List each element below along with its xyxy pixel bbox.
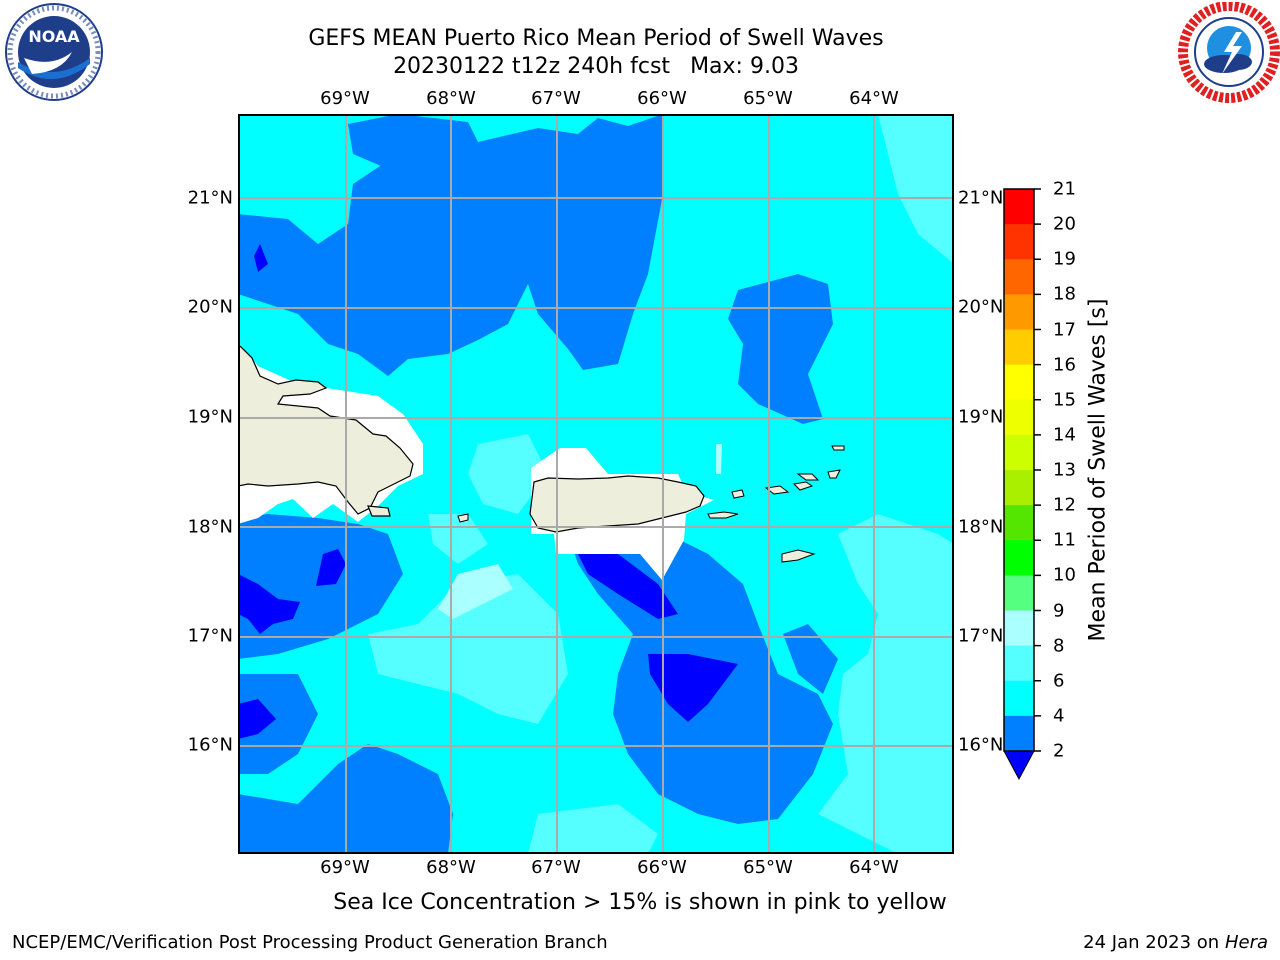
- date-text: 24 Jan 2023 on: [1083, 932, 1220, 953]
- max-value-label: Max: 9.03: [690, 54, 799, 79]
- colorbar-swatch: [1004, 224, 1034, 260]
- colorbar-tick-label: 2: [1053, 740, 1065, 762]
- colorbar-tick-label: 19: [1053, 248, 1076, 270]
- swell-period-field: [240, 116, 952, 852]
- lon-label-top: 69°W: [320, 88, 370, 109]
- lat-label-left: 18°N: [187, 516, 233, 538]
- lon-label-top: 67°W: [531, 88, 581, 109]
- lat-label-left: 21°N: [187, 187, 233, 209]
- colorbar-tick-label: 14: [1053, 424, 1076, 446]
- colorbar-swatch: [1004, 540, 1034, 576]
- lon-label-bottom: 67°W: [531, 857, 581, 878]
- sea-ice-note: Sea Ice Concentration > 15% is shown in …: [333, 890, 947, 915]
- nws-logo: [1178, 1, 1280, 108]
- st-thomas-coastline: [764, 485, 790, 495]
- colorbar-swatch: [1004, 399, 1034, 436]
- map-panel: [238, 114, 954, 854]
- date-stamp: 24 Jan 2023 on Hera: [1083, 932, 1268, 953]
- vieques-coastline: [707, 511, 739, 519]
- anegada-coastline: [831, 445, 845, 451]
- colorbar-tick-label: 20: [1053, 213, 1076, 235]
- st-john-coastline: [792, 481, 814, 491]
- colorbar-swatch: [1004, 189, 1034, 225]
- island-coastline: [367, 505, 391, 517]
- lon-label-top: 64°W: [849, 88, 899, 109]
- graticule: [240, 116, 952, 852]
- colorbar-title: Mean Period of Swell Waves [s]: [1085, 298, 1111, 642]
- lat-label-right: 18°N: [958, 516, 1004, 538]
- culebra-coastline: [731, 489, 745, 499]
- colorbar: [1000, 186, 1060, 790]
- contour-fill-0-2: [240, 244, 738, 739]
- colorbar-swatches: [1003, 188, 1041, 781]
- tortola-coastline: [796, 473, 820, 481]
- colorbar-swatch: [1004, 680, 1034, 717]
- colorbar-tick-label: 4: [1053, 705, 1065, 727]
- lon-label-top: 66°W: [637, 88, 687, 109]
- land-layer: [240, 344, 845, 580]
- lat-label-right: 20°N: [958, 296, 1004, 318]
- lon-label-bottom: 64°W: [849, 857, 899, 878]
- lat-label-right: 21°N: [958, 187, 1004, 209]
- colorbar-tick-label: 16: [1053, 354, 1076, 376]
- map-title: GEFS MEAN Puerto Rico Mean Period of Swe…: [308, 26, 884, 51]
- lon-label-bottom: 65°W: [743, 857, 793, 878]
- colorbar-swatch: [1004, 259, 1034, 295]
- colorbar-swatch: [1004, 715, 1034, 752]
- colorbar-tick-label: 10: [1053, 564, 1076, 586]
- colorbar-swatch: [1004, 294, 1034, 330]
- colorbar-tick-label: 9: [1053, 600, 1065, 621]
- colorbar-tick-label: 15: [1053, 389, 1076, 411]
- map-subtitle: 20230122 t12z 240h fcst Max: 9.03: [0, 54, 1192, 79]
- colorbar-extend-arrow: [1003, 750, 1035, 781]
- colorbar-tick-label: 21: [1053, 178, 1076, 200]
- colorbar-swatch: [1004, 505, 1034, 541]
- mona-island-coastline: [457, 513, 469, 523]
- puerto-rico-coastline: [529, 475, 705, 533]
- colorbar-tick-label: 13: [1053, 459, 1076, 481]
- colorbar-tick-label: 11: [1053, 529, 1076, 551]
- colorbar-tick-label: 8: [1053, 635, 1065, 657]
- colorbar-tick-label: 12: [1053, 494, 1076, 516]
- contour-fill-6-8: [368, 116, 952, 852]
- lat-label-right: 17°N: [958, 625, 1004, 647]
- contour-fill-8-9: [438, 444, 722, 619]
- lat-label-right: 19°N: [958, 406, 1004, 428]
- host-name: Hera: [1224, 932, 1268, 953]
- credit-text: NCEP/EMC/Verification Post Processing Pr…: [12, 932, 608, 953]
- lat-label-left: 19°N: [187, 406, 233, 428]
- hispaniola-coastline: [240, 345, 414, 515]
- virgin-gorda-coastline: [827, 469, 841, 479]
- svg-text:NOAA: NOAA: [28, 27, 80, 46]
- lat-label-right: 16°N: [958, 734, 1004, 756]
- colorbar-tick-label: 6: [1053, 670, 1065, 692]
- colorbar-swatch: [1004, 364, 1034, 401]
- lon-label-top: 68°W: [426, 88, 476, 109]
- colorbar-swatch: [1004, 329, 1034, 366]
- lon-label-top: 65°W: [743, 88, 793, 109]
- lat-label-left: 20°N: [187, 296, 233, 318]
- colorbar-swatch: [1004, 434, 1034, 471]
- st-croix-coastline: [781, 549, 816, 563]
- lat-label-left: 17°N: [187, 625, 233, 647]
- forecast-run-label: 20230122 t12z 240h fcst: [393, 54, 671, 79]
- lon-label-bottom: 66°W: [637, 857, 687, 878]
- colorbar-swatch: [1004, 470, 1034, 506]
- lon-label-bottom: 68°W: [426, 857, 476, 878]
- colorbar-swatch: [1004, 610, 1034, 647]
- lat-label-left: 16°N: [187, 734, 233, 756]
- lon-label-bottom: 69°W: [320, 857, 370, 878]
- noaa-logo: NOAA: [2, 2, 106, 110]
- colorbar-tick-label: 18: [1053, 283, 1076, 305]
- colorbar-swatch: [1004, 645, 1034, 682]
- colorbar-tick-label: 17: [1053, 319, 1076, 340]
- colorbar-swatch: [1004, 575, 1034, 611]
